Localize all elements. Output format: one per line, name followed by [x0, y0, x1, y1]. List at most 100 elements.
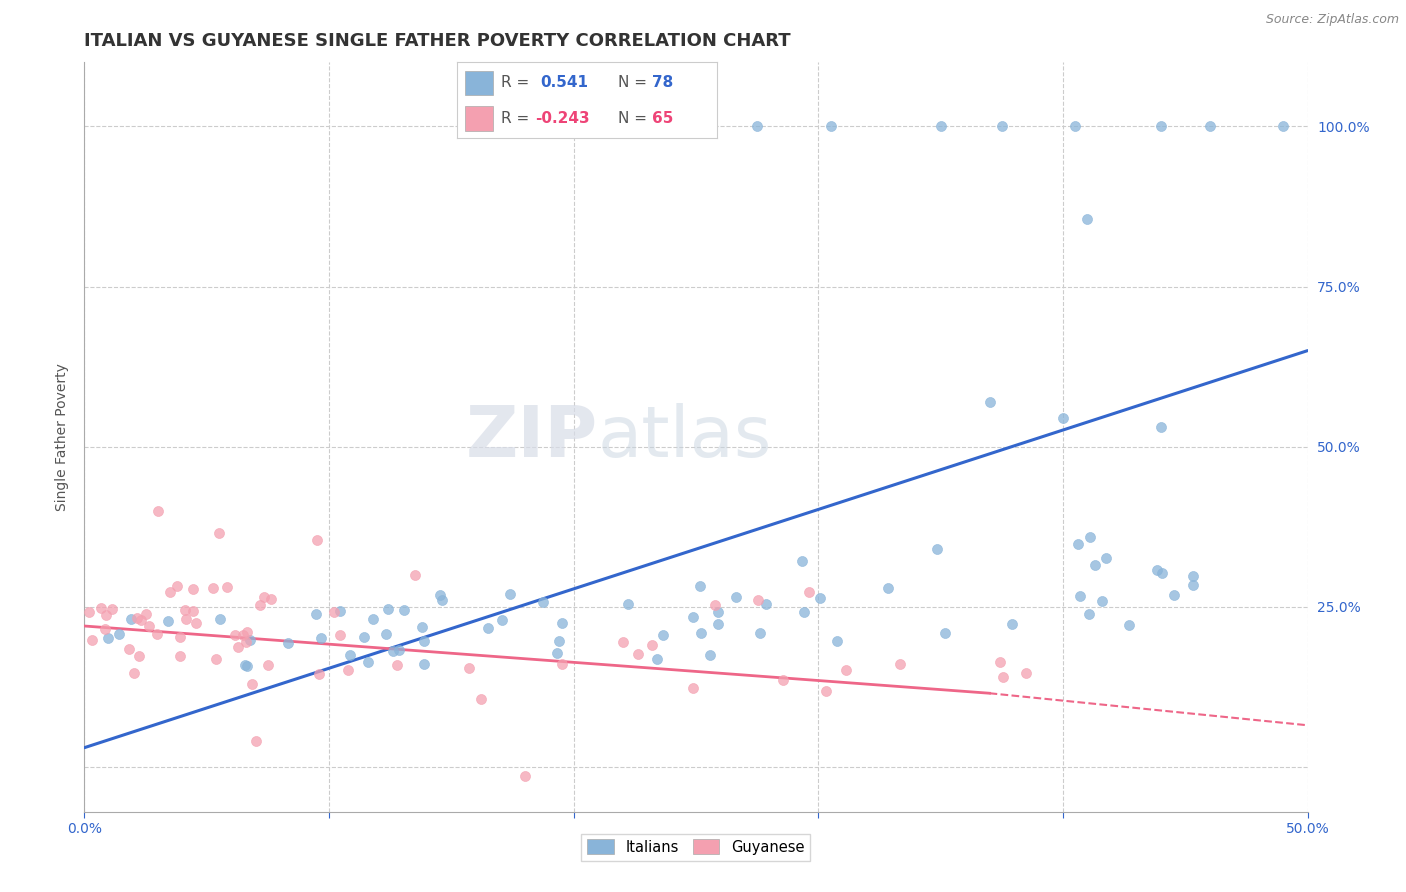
Point: [979, 395, 1001, 409]
Point: [707, 616, 730, 631]
Point: [551, 616, 574, 631]
Point: [108, 627, 131, 641]
Text: atlas: atlas: [598, 402, 772, 472]
Text: 0.541: 0.541: [540, 76, 588, 90]
Legend: Italians, Guyanese: Italians, Guyanese: [582, 833, 810, 861]
Point: [181, 604, 204, 618]
Point: [1272, 120, 1295, 134]
Point: [260, 591, 283, 606]
Point: [1078, 607, 1101, 621]
Point: [1181, 578, 1204, 592]
Point: [793, 606, 815, 620]
Point: [820, 120, 842, 134]
Point: [159, 585, 181, 599]
Text: 65: 65: [652, 111, 673, 126]
Point: [707, 605, 730, 619]
Point: [531, 594, 554, 608]
Point: [990, 655, 1012, 669]
Point: [1078, 529, 1101, 543]
Point: [329, 627, 352, 641]
Point: [169, 649, 191, 664]
Text: ZIP: ZIP: [465, 402, 598, 472]
Point: [236, 624, 259, 639]
Point: [470, 692, 492, 706]
Point: [174, 603, 197, 617]
Point: [240, 677, 263, 691]
Point: [239, 632, 262, 647]
Text: N =: N =: [619, 76, 652, 90]
Point: [458, 660, 481, 674]
Point: [413, 657, 436, 671]
Point: [377, 602, 399, 616]
Point: [991, 670, 1014, 684]
Point: [118, 641, 141, 656]
Point: [236, 659, 259, 673]
Point: [202, 581, 225, 595]
Point: [329, 604, 352, 618]
Point: [226, 640, 249, 655]
Point: [877, 582, 900, 596]
Point: [748, 625, 770, 640]
Point: [815, 684, 838, 698]
Y-axis label: Single Father Poverty: Single Father Poverty: [55, 363, 69, 511]
Point: [305, 533, 328, 547]
Point: [308, 667, 330, 681]
Text: R =: R =: [501, 111, 534, 126]
Text: Source: ZipAtlas.com: Source: ZipAtlas.com: [1265, 13, 1399, 27]
Point: [245, 734, 267, 748]
Point: [305, 607, 328, 621]
Point: [835, 663, 858, 677]
Point: [156, 614, 179, 628]
Point: [124, 665, 146, 680]
Text: R =: R =: [501, 76, 538, 90]
Point: [90, 600, 112, 615]
Point: [215, 580, 238, 594]
Point: [699, 648, 721, 662]
Point: [645, 652, 668, 666]
Point: [186, 615, 208, 630]
Point: [808, 591, 831, 606]
Point: [797, 584, 820, 599]
Point: [339, 648, 361, 662]
Point: [208, 526, 231, 541]
Point: [353, 630, 375, 644]
Point: [309, 631, 332, 645]
Point: [747, 120, 769, 134]
Point: [125, 611, 148, 625]
Point: [128, 649, 150, 664]
Point: [772, 673, 794, 687]
FancyBboxPatch shape: [465, 106, 494, 130]
Point: [1181, 569, 1204, 583]
Point: [357, 655, 380, 669]
Point: [432, 592, 454, 607]
Point: [120, 612, 142, 626]
Point: [388, 642, 411, 657]
Text: N =: N =: [619, 111, 652, 126]
Point: [94, 622, 117, 636]
Point: [413, 633, 436, 648]
Point: [257, 658, 280, 673]
Point: [1084, 558, 1107, 572]
Point: [1163, 588, 1185, 602]
Point: [232, 628, 254, 642]
Text: ITALIAN VS GUYANESE SINGLE FATHER POVERTY CORRELATION CHART: ITALIAN VS GUYANESE SINGLE FATHER POVERT…: [84, 32, 792, 50]
Point: [991, 120, 1014, 134]
Point: [1198, 120, 1220, 134]
Point: [138, 619, 160, 633]
Point: [235, 635, 257, 649]
Point: [387, 658, 409, 673]
Point: [547, 634, 569, 648]
Point: [626, 647, 648, 661]
Point: [1076, 212, 1098, 227]
Point: [1069, 589, 1091, 603]
Point: [477, 621, 499, 635]
Point: [375, 627, 398, 641]
Point: [169, 630, 191, 644]
Point: [925, 542, 948, 557]
Point: [404, 567, 426, 582]
Point: [209, 612, 232, 626]
Point: [224, 628, 246, 642]
Point: [689, 579, 711, 593]
Point: [825, 634, 848, 648]
Point: [277, 635, 299, 649]
